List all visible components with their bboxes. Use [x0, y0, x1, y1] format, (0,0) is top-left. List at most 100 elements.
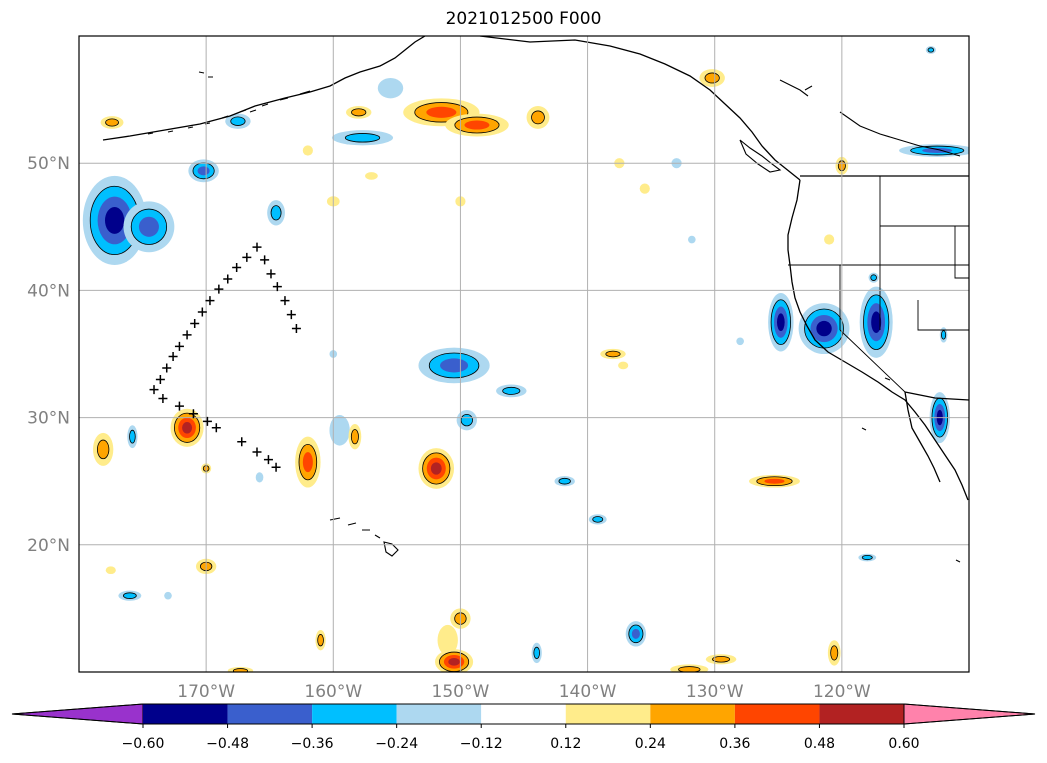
track-marker	[168, 352, 178, 362]
negative-anomaly-4	[267, 200, 285, 226]
lat-tick-label: 40°N	[27, 281, 70, 301]
contour-level-2	[712, 656, 731, 663]
track-marker	[232, 263, 242, 273]
positive-anomaly-57	[302, 145, 313, 156]
negative-anomaly-17	[255, 472, 264, 483]
contour-level-1	[329, 415, 350, 446]
colorbar-segment	[481, 704, 566, 724]
contour-level-2	[350, 429, 359, 445]
track-marker	[266, 269, 276, 279]
negative-anomaly-8	[496, 384, 527, 398]
negative-anomaly-23	[768, 292, 794, 352]
colorbar-segment	[650, 704, 735, 724]
track-marker	[149, 385, 159, 395]
contour-level-1	[437, 624, 458, 656]
track-marker	[158, 394, 168, 404]
positive-anomaly-37	[295, 436, 321, 488]
contour-level-2	[129, 429, 136, 444]
contour-level-3	[197, 166, 210, 176]
colorbar-tick-label: −0.12	[460, 736, 503, 752]
track-marker	[174, 401, 184, 411]
positive-anomaly-48	[670, 664, 709, 672]
contour-level-2	[122, 592, 137, 599]
positive-anomaly-32	[92, 432, 114, 466]
positive-anomaly-33	[170, 408, 204, 447]
negative-anomaly-9	[456, 409, 477, 431]
track-marker	[252, 242, 262, 252]
map-frame	[78, 35, 970, 673]
colorbar-tick-label: 0.48	[804, 736, 835, 752]
contour-level-4	[182, 422, 193, 434]
contour-level-3	[426, 106, 457, 118]
contour-level-1	[302, 145, 313, 156]
colorbar-tick-label: 0.12	[550, 736, 581, 752]
hawaii	[329, 517, 399, 557]
positive-anomaly-50	[227, 666, 254, 672]
contour-level-2	[533, 646, 540, 660]
track-marker	[252, 447, 262, 457]
contour-level-2	[531, 110, 545, 125]
contour-level-2	[230, 116, 246, 126]
contour-level-2	[704, 72, 720, 84]
track-marker	[271, 462, 281, 472]
coast-islands	[198, 71, 961, 157]
track-marker	[280, 296, 290, 306]
graticule	[79, 36, 969, 672]
lon-tick-label: 170°W	[177, 682, 235, 702]
contour-level-2	[270, 205, 282, 221]
track-marker	[272, 282, 282, 292]
positive-anomaly-64	[824, 234, 835, 245]
colorbar-segment	[819, 704, 904, 724]
lat-tick-label: 30°N	[27, 409, 70, 429]
contour-level-4	[430, 462, 442, 475]
positive-anomaly-59	[365, 172, 378, 180]
track-marker	[174, 341, 184, 351]
track-marker	[162, 363, 172, 373]
coastline-baja	[904, 391, 941, 483]
track-marker	[242, 252, 252, 262]
positive-anomaly-49	[827, 640, 841, 666]
contour-level-1	[736, 337, 744, 346]
coastline-north-america-west	[787, 179, 969, 501]
lon-tick-label: 120°W	[813, 682, 871, 702]
storm-track	[149, 242, 301, 472]
track-marker	[237, 437, 247, 447]
contour-level-2	[927, 47, 935, 53]
lon-tick-label: 160°W	[304, 682, 362, 702]
contour-level-2	[460, 413, 473, 427]
lon-tick-label: 140°W	[559, 682, 617, 702]
contour-level-2	[558, 477, 571, 485]
negative-anomaly-26	[868, 272, 879, 283]
positive-anomaly-53	[526, 105, 550, 129]
colorbar-tick-label: 0.60	[888, 736, 919, 752]
colorbar-tick-label: −0.36	[291, 736, 334, 752]
colorbar-tick-label: 0.36	[719, 736, 750, 752]
positive-anomaly-54	[346, 105, 372, 119]
track-marker	[190, 318, 200, 328]
contour-level-2	[941, 330, 947, 340]
vancouver-island	[739, 139, 782, 173]
positive-anomaly-42	[435, 649, 474, 672]
positive-anomaly-55	[699, 69, 725, 87]
contour-level-2	[861, 554, 873, 561]
contour-level-3	[440, 358, 469, 373]
contour-level-1	[639, 183, 650, 194]
contour-level-1	[255, 472, 264, 483]
negative-anomaly-27	[939, 327, 948, 343]
contour-level-3	[464, 120, 490, 130]
contour-level-4	[871, 311, 882, 333]
track-marker	[197, 307, 207, 317]
map-title: 2021012500 F000	[445, 9, 602, 29]
contour-level-3	[631, 628, 640, 639]
contour-level-1	[365, 172, 378, 180]
negative-anomaly-7	[418, 347, 490, 384]
contour-level-4	[776, 313, 785, 332]
contour-level-2	[344, 133, 381, 143]
contour-level-1	[824, 234, 835, 245]
aleutian-islands	[147, 90, 311, 135]
track-marker	[205, 296, 215, 306]
negative-anomaly-18	[329, 415, 350, 446]
state-lines	[788, 176, 969, 393]
contour-level-1	[688, 235, 696, 244]
lon-tick-label: 150°W	[432, 682, 490, 702]
